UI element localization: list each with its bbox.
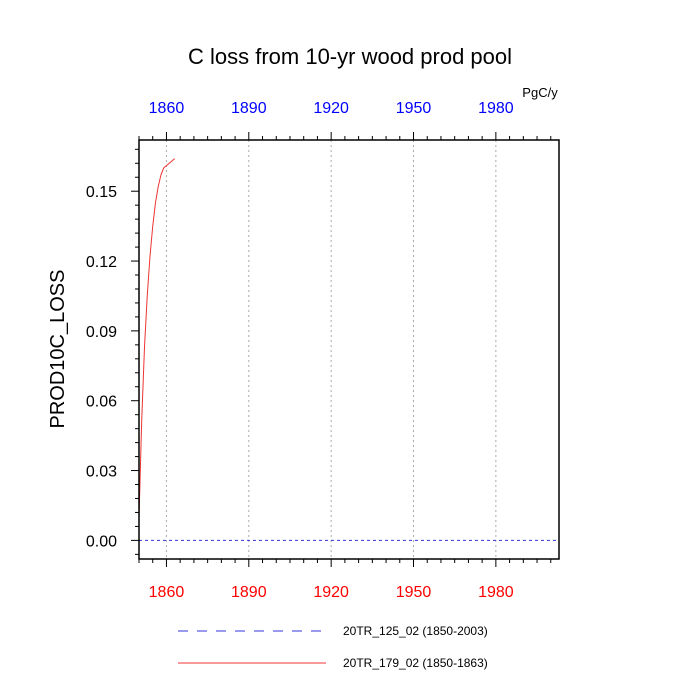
y-tick-label: 0.12 [86, 254, 117, 271]
x-tick-label-top: 1860 [149, 100, 185, 117]
y-tick-label: 0.15 [86, 184, 117, 201]
x-tick-label-top: 1890 [231, 100, 267, 117]
series-line-1 [138, 158, 176, 518]
y-tick-label: 0.00 [86, 533, 117, 550]
y-tick-label: 0.09 [86, 324, 117, 341]
y-axis-label: PROD10C_LOSS [47, 270, 69, 429]
legend-label-1: 20TR_179_02 (1850-1863) [343, 656, 488, 670]
grid-lines [165, 140, 497, 559]
x-tick-label-top: 1920 [313, 100, 349, 117]
plot-series [138, 158, 559, 541]
axes: 1860 1860 1890 1890 1920 1920 1950 1950 1980 1980… [86, 100, 560, 601]
y-tick-label: 0.06 [86, 394, 117, 411]
x-tick-label-bottom: 1890 [231, 584, 267, 601]
y-tick-label: 0.03 [86, 464, 117, 481]
legend-label-0: 20TR_125_02 (1850-2003) [343, 624, 488, 638]
x-tick-label-top: 1980 [478, 100, 514, 117]
x-tick-label-top: 1950 [396, 100, 432, 117]
chart-title: C loss from 10-yr wood prod pool [188, 44, 512, 69]
x-tick-label-bottom: 1860 [149, 584, 185, 601]
x-tick-label-bottom: 1920 [313, 584, 349, 601]
plot-frame [138, 139, 560, 560]
x-tick-label-bottom: 1980 [478, 584, 514, 601]
units-label: PgC/y [522, 85, 558, 100]
legend: 20TR_125_02 (1850-2003) 20TR_179_02 (1850… [178, 624, 488, 670]
x-tick-label-bottom: 1950 [396, 584, 432, 601]
